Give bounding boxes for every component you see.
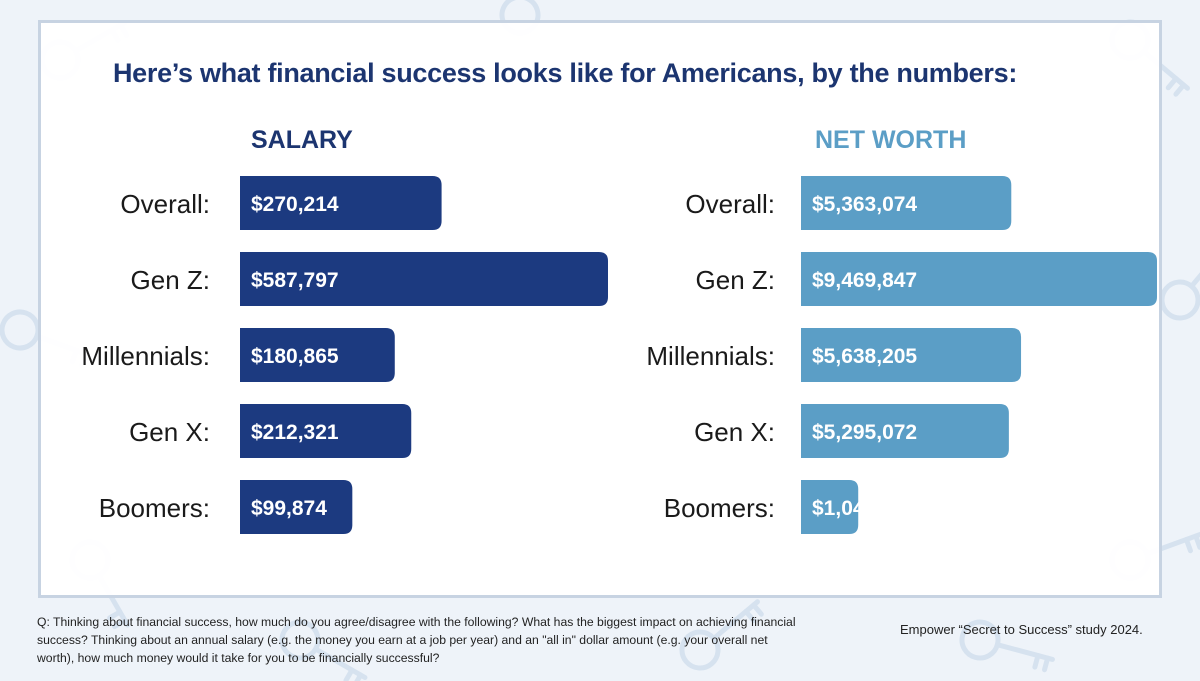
- chart-title: SALARY: [251, 126, 353, 154]
- category-label: Overall:: [120, 189, 210, 219]
- page-title: Here’s what financial success looks like…: [112, 58, 1018, 88]
- data-label: $587,797: [251, 269, 339, 292]
- category-label: Gen Z:: [696, 265, 775, 295]
- category-label: Gen X:: [694, 417, 775, 447]
- bar: [801, 404, 1009, 458]
- decorative-key-icon: [1159, 240, 1200, 321]
- bar: [801, 176, 1012, 230]
- category-label: Overall:: [685, 189, 775, 219]
- bar: [801, 328, 1022, 382]
- category-label: Millennials:: [646, 341, 775, 371]
- bar: [240, 404, 412, 458]
- data-label: $180,865: [251, 345, 339, 368]
- survey-question-footnote: Q: Thinking about financial success, how…: [37, 615, 796, 665]
- bar: [240, 252, 608, 306]
- bar: [240, 480, 353, 534]
- infographic-card: [38, 20, 1162, 598]
- category-label: Gen X:: [129, 417, 210, 447]
- decorative-key-icon: [679, 599, 764, 671]
- bar: [240, 176, 442, 230]
- data-label: $5,295,072: [812, 421, 917, 444]
- data-label: $5,638,205: [812, 345, 917, 368]
- data-label: $1,049,172: [812, 497, 917, 520]
- bar: [801, 480, 859, 534]
- data-label: $270,214: [251, 193, 339, 216]
- bar: [801, 252, 1157, 306]
- decorative-key-icon: [959, 619, 1055, 673]
- source-citation: Empower “Secret to Success” study 2024.: [900, 622, 1143, 637]
- category-label: Millennials:: [81, 341, 210, 371]
- data-label: $5,363,074: [812, 193, 917, 216]
- data-label: $99,874: [251, 497, 327, 520]
- chart-title: NET WORTH: [815, 126, 966, 154]
- data-label: $212,321: [251, 421, 339, 444]
- decorative-key-icon: [279, 619, 368, 681]
- data-label: $9,469,847: [812, 269, 917, 292]
- bar: [240, 328, 395, 382]
- category-label: Boomers:: [99, 493, 210, 523]
- net-worth-bar-chart: NET WORTH Overall: $5,363,074 Gen Z: $9,469,…: [646, 126, 1157, 534]
- salary-bar-chart: SALARY Overall: $270,214 Gen Z: $587,797 Mill…: [81, 126, 608, 534]
- category-label: Gen Z:: [131, 265, 210, 295]
- category-label: Boomers:: [664, 493, 775, 523]
